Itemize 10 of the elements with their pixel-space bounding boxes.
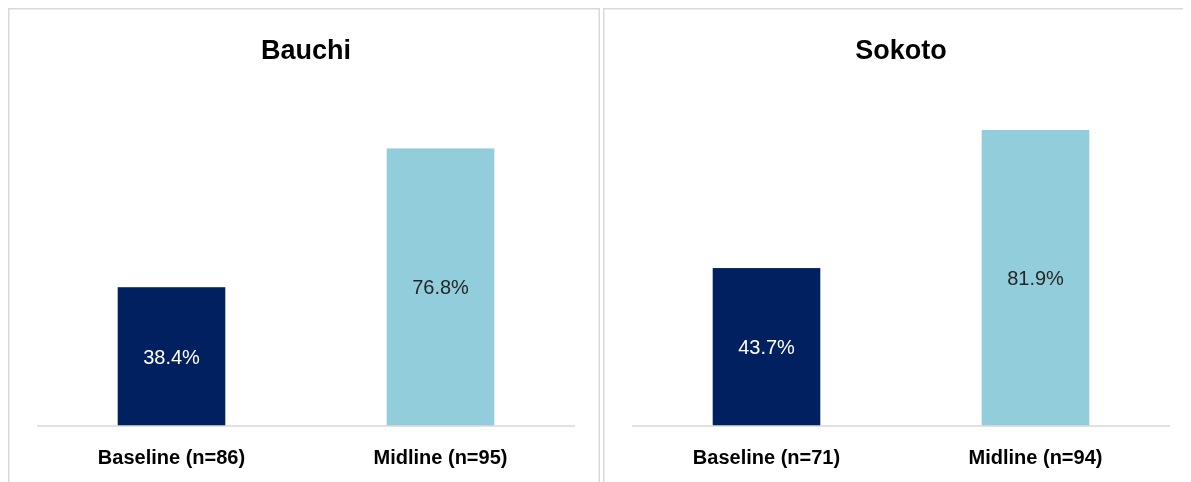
x-tick-label: Baseline (n=86) [97,446,246,468]
chart-title: Sokoto [855,35,947,65]
data-label: 38.4% [143,345,201,368]
data-label: 76.8% [412,276,470,299]
chart-title: Bauchi [260,35,352,65]
data-label: 81.9% [1007,267,1065,289]
data-label: 43.7% [738,336,796,359]
x-tick-label: Midline (n=95) [373,446,508,468]
x-tick-label: Midline (n=94) [968,446,1103,468]
x-tick-label: Baseline (n=71) [692,446,841,468]
